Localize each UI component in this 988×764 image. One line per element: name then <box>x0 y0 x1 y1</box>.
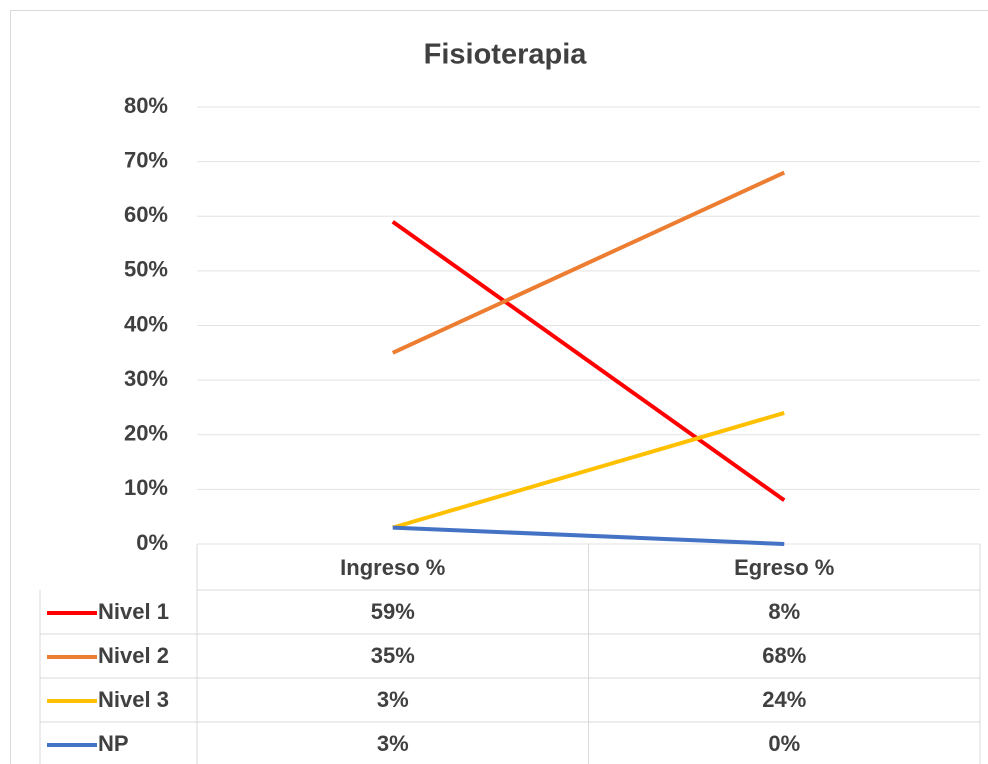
chart-title: Fisioterapia <box>424 39 588 71</box>
legend-label: NP <box>98 731 129 756</box>
y-tick-label: 80% <box>124 93 168 118</box>
y-tick-label: 40% <box>124 311 168 336</box>
y-tick-label: 50% <box>124 257 168 282</box>
table-value: 0% <box>768 731 800 756</box>
table-value: 3% <box>377 687 409 712</box>
y-tick-label: 20% <box>124 421 168 446</box>
table-value: 24% <box>762 687 806 712</box>
series-line <box>391 170 786 355</box>
legend-label: Nivel 3 <box>98 687 169 712</box>
legend-label: Nivel 1 <box>98 599 169 624</box>
series-line <box>391 220 786 502</box>
y-tick-label: 70% <box>124 147 168 172</box>
legend-label: Nivel 2 <box>98 643 169 668</box>
table-value: 3% <box>377 731 409 756</box>
chart-border <box>10 10 988 764</box>
table-value: 8% <box>768 599 800 624</box>
y-tick-label: 10% <box>124 475 168 500</box>
y-tick-label: 0% <box>136 530 168 555</box>
table-value: 68% <box>762 643 806 668</box>
y-tick-label: 60% <box>124 202 168 227</box>
series-line <box>392 410 785 530</box>
series-line <box>392 525 785 546</box>
y-tick-label: 30% <box>124 366 168 391</box>
table-value: 59% <box>371 599 415 624</box>
table-header: Egreso % <box>734 555 834 580</box>
table-header: Ingreso % <box>340 555 445 580</box>
table-value: 35% <box>371 643 415 668</box>
